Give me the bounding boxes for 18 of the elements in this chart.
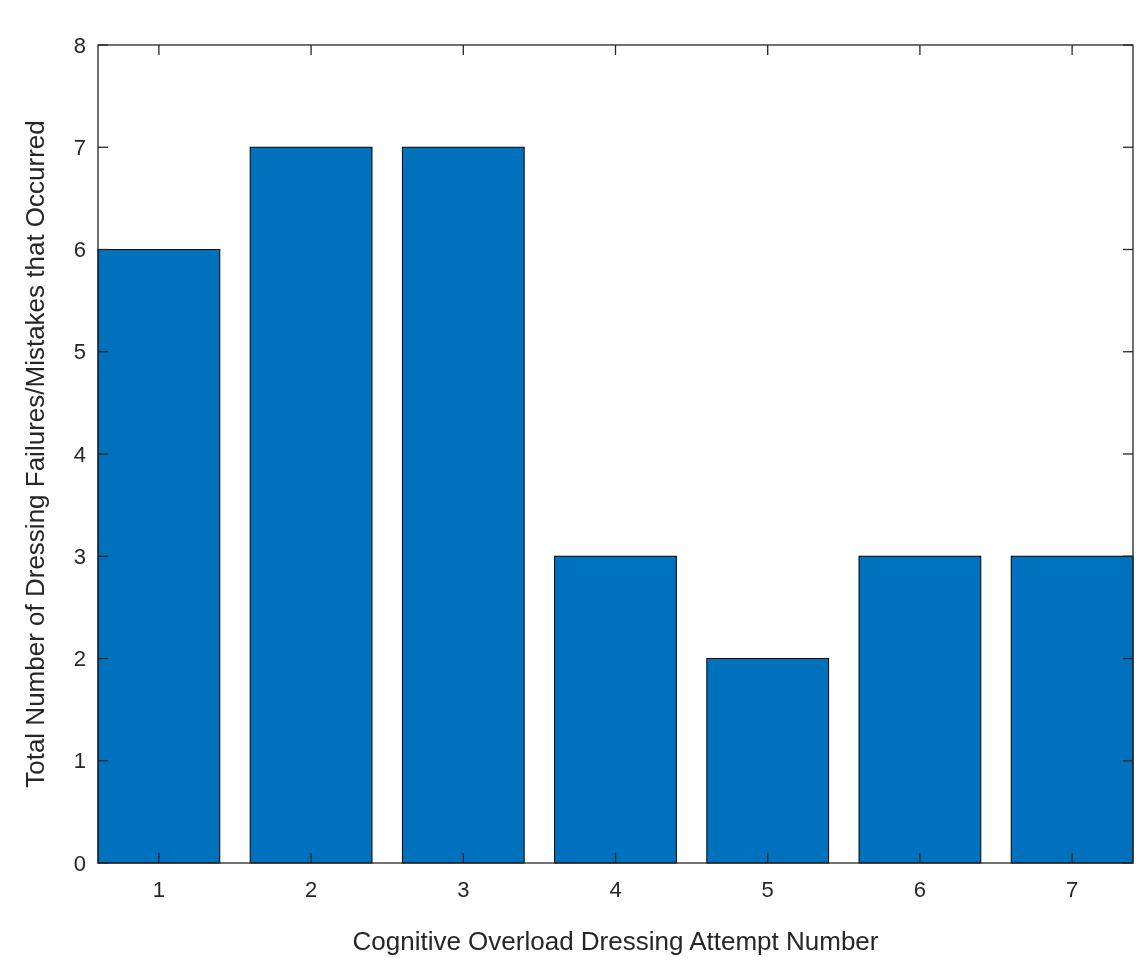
y-axis-title: Total Number of Dressing Failures/Mistakes that Occurred: [20, 120, 50, 788]
x-tick-label: 1: [152, 877, 166, 902]
y-tick-label: 7: [73, 134, 86, 160]
y-tick-label: 0: [73, 850, 86, 876]
y-tick-label: 8: [73, 32, 86, 58]
x-tick-label: 4: [609, 877, 622, 902]
x-tick-label: 3: [457, 877, 470, 902]
y-tick-label: 6: [73, 237, 86, 263]
x-tick-label: 6: [913, 877, 927, 902]
x-tick-label: 2: [304, 877, 318, 902]
y-tick-label: 3: [73, 543, 86, 569]
x-tick-label: 5: [761, 877, 774, 902]
y-tick-label: 4: [73, 441, 86, 467]
y-tick-label: 1: [73, 748, 86, 774]
x-axis-title: Cognitive Overload Dressing Attempt Number: [352, 926, 879, 956]
y-tick-label: 5: [73, 339, 86, 365]
x-tick-label: 7: [1065, 877, 1079, 902]
y-tick-label: 2: [73, 646, 86, 672]
